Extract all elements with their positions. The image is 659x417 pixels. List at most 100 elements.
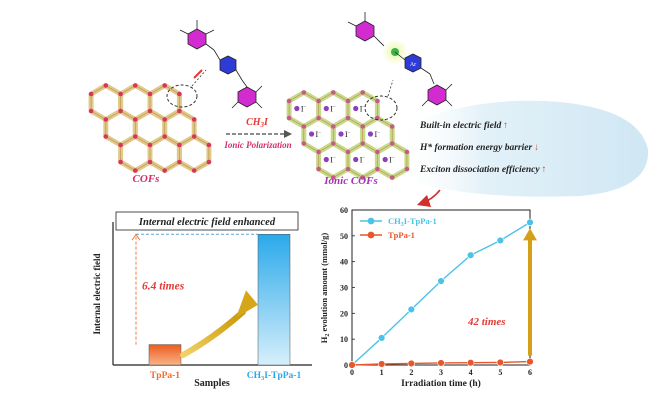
framework-node <box>88 108 94 114</box>
framework-node <box>177 159 182 165</box>
iodide-ion <box>338 131 344 137</box>
framework-node <box>316 115 321 121</box>
process-arrow-head <box>284 130 292 138</box>
bond <box>205 29 215 35</box>
framework-node <box>162 83 167 88</box>
iodide-label: I− <box>345 130 351 139</box>
enhancement-arrow <box>180 308 246 358</box>
bar-chart: Internal electric field Samples Internal… <box>92 211 312 389</box>
framework-node <box>191 168 197 173</box>
framework-node <box>133 117 138 122</box>
x-tick-label: 5 <box>498 368 502 377</box>
framework-node <box>345 98 351 104</box>
framework-node <box>118 108 123 114</box>
y-tick-label: 20 <box>340 309 348 318</box>
framework-node <box>118 142 123 148</box>
legend-label: TpPa-1 <box>388 230 415 240</box>
framework-node <box>375 149 380 155</box>
framework-node <box>404 149 410 155</box>
framework-node <box>375 166 380 172</box>
bar-chart-xlabel: Samples <box>194 378 230 389</box>
bond <box>445 99 453 107</box>
series-point-TpPa-1 <box>526 357 534 366</box>
bond <box>235 69 243 81</box>
framework-node <box>162 134 167 139</box>
framework-node <box>360 141 366 146</box>
benzene-ring-left-bottom <box>237 86 257 108</box>
framework-node <box>389 124 395 129</box>
framework-node <box>133 168 138 173</box>
line-chart-xlabel: Irradiation time (h) <box>401 378 481 389</box>
series-point-TpPa-1 <box>407 359 416 368</box>
framework-node <box>162 168 167 173</box>
framework-pore-edge <box>118 134 153 173</box>
site-highlight-left <box>166 84 198 108</box>
framework-node <box>345 149 351 155</box>
series-point-TpPa-1 <box>377 360 386 368</box>
framework-node <box>345 166 351 172</box>
process-label: Ionic Polarization <box>223 140 291 150</box>
line-ratio-annotation: 42 times <box>467 316 506 328</box>
framework-node <box>206 159 212 165</box>
line-legend: CH3I-TpPa-1 TpPa-1 <box>360 216 437 240</box>
bond <box>347 21 357 27</box>
framework-node <box>147 159 153 165</box>
y-tick-label: 60 <box>340 206 348 215</box>
cof-framework-left <box>88 83 212 173</box>
framework-node <box>118 91 123 97</box>
bond <box>255 101 263 109</box>
bond <box>241 79 248 88</box>
iodide-ion <box>367 131 374 137</box>
effect-text: Exciton dissociation efficiency ↑ <box>419 165 546 175</box>
x-tick-label: 4 <box>469 368 473 377</box>
framework-node <box>147 91 153 97</box>
framework-node <box>331 124 336 129</box>
effects-list: Built-in electric field ↑ H* formation ene… <box>419 121 546 175</box>
framework-node <box>103 117 109 122</box>
framework-node <box>177 142 182 148</box>
line-chart: H2 evolution amount (mmol/g) Irradiation… <box>319 206 537 389</box>
enhancement-arrow-head <box>236 290 258 319</box>
framework-node <box>331 141 336 146</box>
framework-node <box>133 134 138 139</box>
bond <box>231 101 239 109</box>
x-tick-label: 1 <box>380 368 384 377</box>
framework-node <box>316 166 321 172</box>
framework-node <box>177 108 182 114</box>
ar-ring-left <box>219 55 237 75</box>
framework-node <box>191 117 197 122</box>
bond <box>394 51 406 61</box>
framework-node <box>147 108 153 114</box>
iodide-ion <box>323 156 329 163</box>
framework-node <box>118 159 123 165</box>
benzene-ring-left-top <box>187 28 207 50</box>
x-tick-label: 3 <box>439 368 443 377</box>
framework-node <box>162 117 167 122</box>
iodide-label: I− <box>360 105 366 114</box>
legend-swatch-marker <box>367 231 375 239</box>
iodide-ion <box>353 156 359 163</box>
framework-node <box>286 115 292 121</box>
bar-TpPa-1 <box>148 344 182 366</box>
bond <box>213 49 221 61</box>
reaction-scheme: I− I− I− I− I− I− I− I− I− <box>88 12 649 208</box>
y-tick-label: 0 <box>344 361 348 370</box>
bar-chart-title: Internal electric field enhanced <box>138 217 276 228</box>
framework-pore-edge <box>118 83 153 122</box>
framework-node <box>360 90 366 95</box>
y-tick-label: 10 <box>340 335 348 344</box>
bond <box>445 83 453 91</box>
iodide-label: I− <box>374 130 380 139</box>
cofs-label: COFs <box>133 173 160 185</box>
site-highlight-right <box>364 95 398 121</box>
ionic-cofs-label: Ionic COFs <box>323 175 378 187</box>
iodide-ion <box>382 156 388 163</box>
benzene-ring-right-bottom <box>427 84 447 106</box>
x-tick-label: 6 <box>528 368 532 377</box>
series-point-TpPa-1 <box>437 359 445 367</box>
x-tick-label: 2 <box>409 368 413 377</box>
iodide-label: I− <box>360 156 366 165</box>
line-chart-ylabel: H2 evolution amount (mmol/g) <box>319 233 331 344</box>
legend-label: CH3I-TpPa-1 <box>388 216 437 228</box>
